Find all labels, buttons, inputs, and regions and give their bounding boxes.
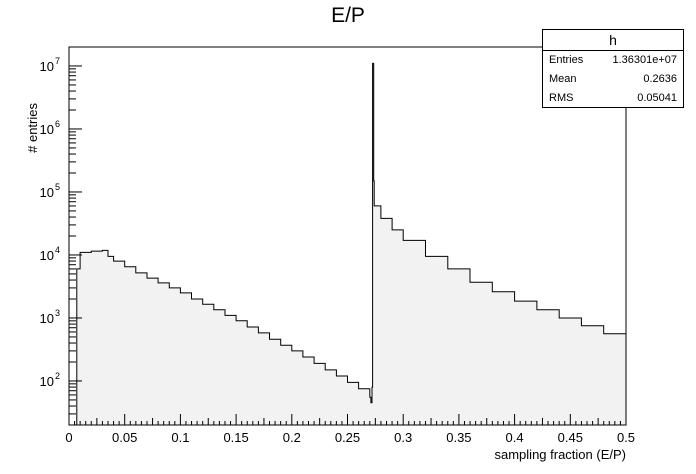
y-tick-label: 10 5 bbox=[40, 182, 60, 200]
y-tick-label: 10 3 bbox=[40, 308, 60, 326]
y-tick-base: 10 bbox=[40, 185, 54, 200]
y-axis-label: # entries bbox=[25, 103, 40, 153]
stats-value: 0.2636 bbox=[643, 73, 677, 85]
x-tick-label: 0 bbox=[65, 430, 72, 445]
y-tick-label: 10 7 bbox=[40, 56, 60, 74]
y-tick-base: 10 bbox=[40, 122, 54, 137]
x-tick-label: 0.5 bbox=[617, 430, 635, 445]
y-tick-exponent: 6 bbox=[55, 119, 60, 129]
stats-value: 1.36301e+07 bbox=[612, 54, 677, 66]
y-tick-base: 10 bbox=[40, 248, 54, 263]
stats-label: RMS bbox=[549, 92, 574, 104]
chart-title: E/P bbox=[331, 4, 365, 27]
y-tick-base: 10 bbox=[40, 311, 54, 326]
stats-label: Entries bbox=[549, 54, 584, 66]
x-axis-label: sampling fraction (E/P) bbox=[495, 447, 627, 462]
y-tick-exponent: 4 bbox=[55, 245, 60, 255]
x-tick-label: 0.35 bbox=[446, 430, 471, 445]
stats-row-rms: RMS 0.05041 bbox=[543, 89, 683, 108]
x-tick-label: 0.05 bbox=[112, 430, 137, 445]
x-tick-label: 0.45 bbox=[558, 430, 583, 445]
y-tick-exponent: 5 bbox=[55, 182, 60, 192]
histogram-fill-0 bbox=[69, 63, 626, 426]
x-tick-label: 0.15 bbox=[223, 430, 248, 445]
stats-label: Mean bbox=[549, 73, 577, 85]
stats-value: 0.05041 bbox=[637, 92, 677, 104]
x-tick-label: 0.1 bbox=[171, 430, 189, 445]
stats-box-title: h bbox=[543, 30, 683, 51]
x-tick-label: 0.2 bbox=[283, 430, 301, 445]
y-tick-base: 10 bbox=[40, 374, 54, 389]
stats-box: h Entries 1.36301e+07 Mean 0.2636 RMS 0.… bbox=[542, 29, 684, 108]
y-tick-label: 10 4 bbox=[40, 245, 60, 263]
y-tick-exponent: 2 bbox=[55, 371, 60, 381]
y-tick-exponent: 7 bbox=[55, 56, 60, 66]
x-tick-label: 0.3 bbox=[394, 430, 412, 445]
y-tick-label: 10 2 bbox=[40, 371, 60, 389]
axes-layer: 0 0.05 0.1 0.15 0.2 0.25 0.3 0.35 0.4 0.45 0.510 21… bbox=[40, 46, 635, 445]
histogram-line-0 bbox=[69, 62, 627, 426]
y-tick-base: 10 bbox=[40, 59, 54, 74]
stats-row-entries: Entries 1.36301e+07 bbox=[543, 51, 683, 70]
plot-layer bbox=[69, 62, 627, 426]
y-tick-exponent: 3 bbox=[55, 308, 60, 318]
y-tick-label: 10 6 bbox=[40, 119, 60, 137]
x-tick-label: 0.4 bbox=[506, 430, 524, 445]
stats-row-mean: Mean 0.2636 bbox=[543, 70, 683, 89]
x-tick-label: 0.25 bbox=[335, 430, 360, 445]
